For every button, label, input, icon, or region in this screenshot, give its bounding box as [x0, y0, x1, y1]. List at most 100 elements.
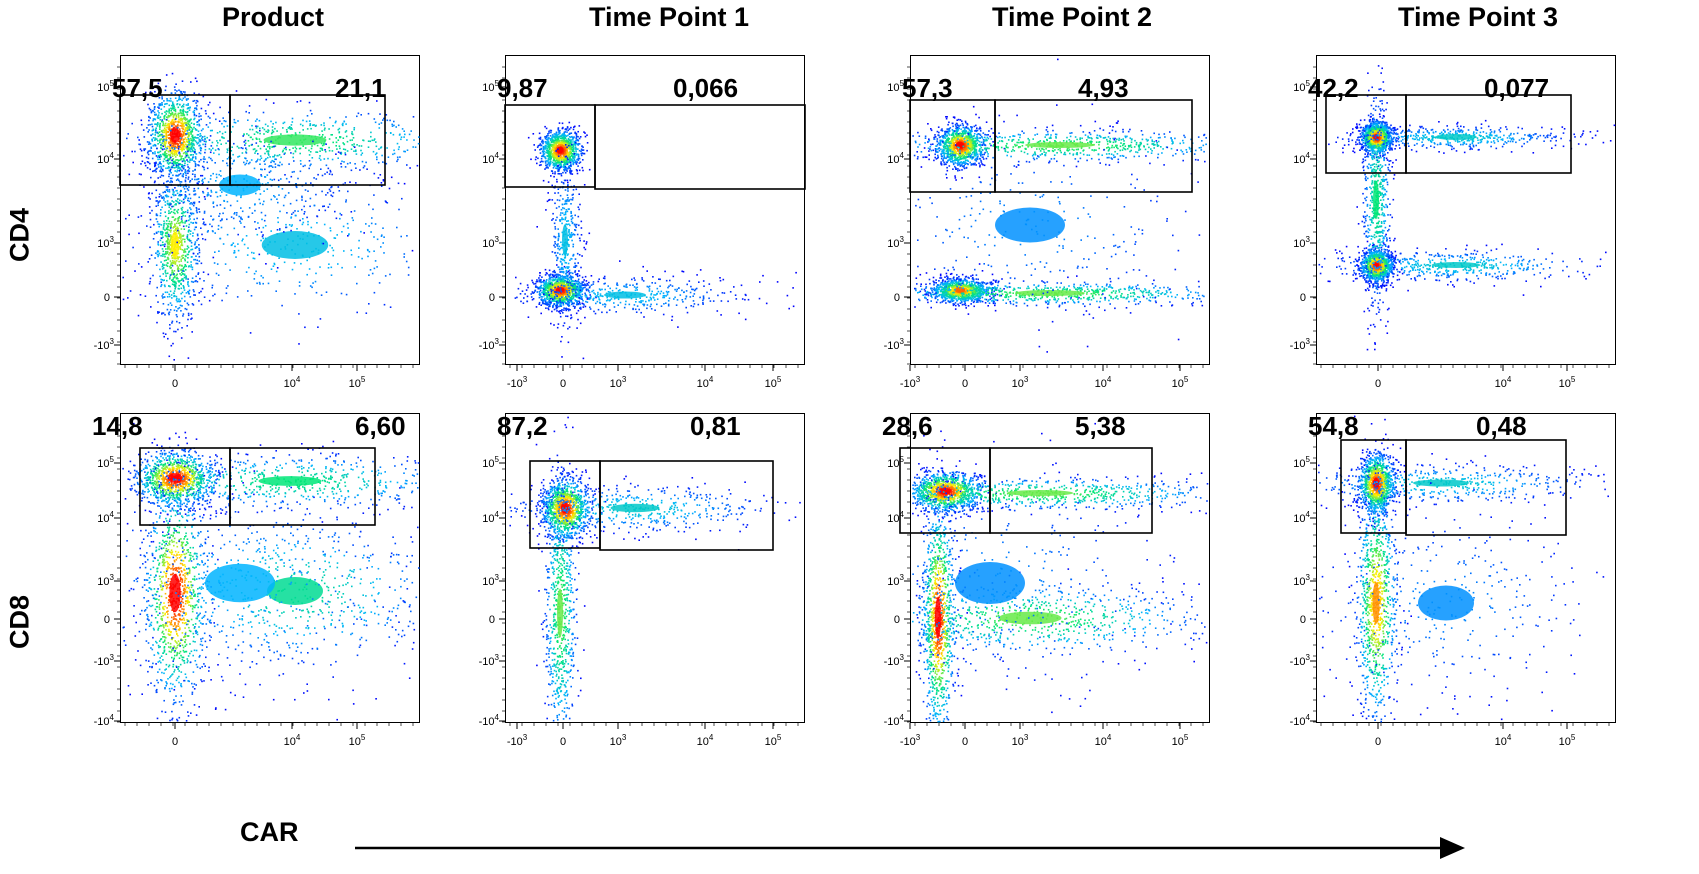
- event-dot: [162, 267, 165, 269]
- event-dot: [178, 89, 180, 91]
- event-dot: [240, 222, 242, 224]
- event-dot: [180, 258, 182, 261]
- event-dot: [362, 166, 365, 169]
- event-dot: [168, 189, 171, 191]
- event-dot: [271, 131, 274, 134]
- event-dot: [189, 126, 191, 128]
- event-dot: [253, 133, 256, 135]
- event-dot: [173, 146, 176, 148]
- event-dot: [233, 159, 235, 162]
- event-dot: [570, 151, 573, 154]
- event-dot: [193, 144, 195, 146]
- event-dot: [341, 160, 343, 163]
- event-dot: [175, 151, 178, 154]
- event-dot: [209, 223, 211, 226]
- event-dot: [153, 233, 156, 235]
- event-dot: [171, 205, 173, 208]
- event-dot: [190, 118, 192, 121]
- event-dot: [184, 143, 187, 146]
- event-dot: [574, 299, 576, 301]
- event-dot: [549, 163, 551, 166]
- event-dot: [319, 318, 322, 320]
- event-dot: [550, 302, 552, 305]
- event-dot: [152, 129, 155, 131]
- event-dot: [213, 262, 216, 264]
- event-dot: [566, 149, 568, 151]
- event-dot: [290, 127, 293, 129]
- event-dot: [150, 176, 152, 179]
- event-dot: [164, 89, 167, 92]
- event-dot: [567, 143, 570, 146]
- event-dot: [175, 314, 178, 316]
- event-dot: [388, 187, 391, 190]
- event-dot: [178, 118, 180, 120]
- event-dot: [316, 151, 319, 153]
- event-dot: [181, 297, 183, 300]
- event-dot: [207, 126, 210, 128]
- event-dot: [180, 158, 182, 161]
- event-dot: [154, 144, 157, 147]
- event-dot: [351, 132, 353, 135]
- event-dot: [252, 257, 255, 260]
- event-dot: [206, 167, 209, 170]
- event-dot: [257, 145, 260, 147]
- event-dot: [403, 130, 405, 132]
- event-dot: [288, 149, 291, 151]
- event-dot: [311, 113, 313, 115]
- event-dot: [197, 181, 200, 183]
- event-dot: [238, 155, 241, 158]
- event-dot: [392, 153, 394, 156]
- event-dot: [279, 228, 281, 230]
- event-dot: [281, 163, 283, 166]
- event-dot: [182, 141, 184, 144]
- event-dot: [397, 158, 399, 161]
- event-dot: [551, 150, 553, 152]
- event-dot: [174, 224, 176, 226]
- event-dot: [281, 188, 284, 190]
- event-dot: [188, 139, 191, 142]
- event-dot: [295, 199, 298, 202]
- event-dot: [169, 208, 172, 210]
- event-dot: [227, 285, 229, 287]
- event-dot: [292, 147, 294, 149]
- event-dot: [172, 271, 174, 274]
- event-dot: [168, 125, 171, 127]
- event-dot: [559, 282, 561, 284]
- event-dot: [161, 265, 164, 268]
- event-dot: [187, 172, 189, 175]
- event-dot: [176, 210, 178, 213]
- event-dot: [186, 211, 189, 214]
- event-dot: [249, 161, 251, 164]
- event-dot: [211, 129, 213, 132]
- event-dot: [159, 170, 161, 172]
- event-dot: [206, 231, 209, 233]
- event-dot: [556, 139, 559, 141]
- event-dot: [173, 359, 175, 361]
- event-dot: [572, 128, 575, 131]
- event-dot: [182, 201, 185, 204]
- event-dot: [254, 221, 256, 223]
- event-dot: [547, 145, 549, 147]
- event-dot: [561, 139, 563, 142]
- event-dot: [168, 223, 170, 225]
- event-dot: [162, 170, 164, 172]
- event-dot: [338, 131, 340, 134]
- event-dot: [333, 237, 336, 239]
- event-dot: [255, 137, 258, 140]
- event-dot: [400, 138, 402, 141]
- event-dot: [162, 263, 164, 265]
- event-dot: [174, 160, 176, 163]
- event-dot: [368, 203, 370, 206]
- event-dot: [162, 165, 165, 167]
- event-dot: [169, 302, 172, 304]
- event-dot: [576, 161, 578, 163]
- event-dot: [555, 167, 558, 169]
- event-dot: [181, 125, 183, 127]
- event-dot: [177, 120, 179, 123]
- event-dot: [238, 215, 240, 218]
- event-dot: [154, 257, 156, 259]
- event-dot: [537, 145, 540, 147]
- event-dot: [204, 137, 206, 140]
- event-dot: [578, 149, 581, 152]
- event-dot: [141, 160, 144, 163]
